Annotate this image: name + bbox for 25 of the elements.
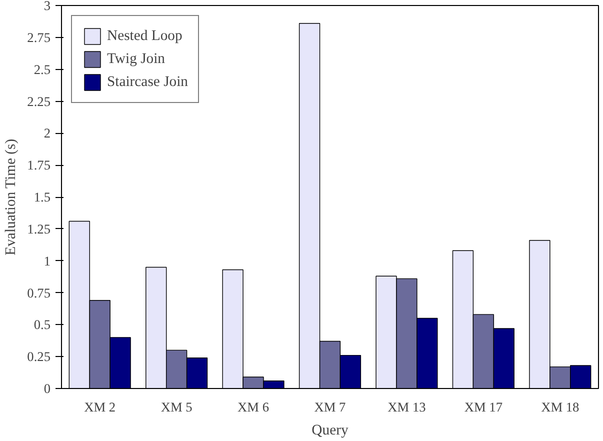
y-tick-label: 1 [44,253,51,268]
legend-label: Twig Join [107,50,166,68]
y-tick-label: 2 [44,126,51,141]
y-tick-label: 1.5 [34,190,51,204]
legend-label: Nested Loop [107,28,182,44]
y-axis-title: Evaluation Time (s) [3,138,20,256]
x-tick-label: XM 6 [238,400,270,414]
y-tick-label: 2.75 [27,30,51,45]
x-axis-title: Query [312,422,349,438]
y-tick-label: 0 [44,381,51,396]
y-tick-label: 0.5 [34,317,51,332]
y-tick-label: 0.75 [27,285,51,300]
x-tick-label: XM 5 [160,400,193,414]
y-tick-label: 3 [44,0,51,13]
y-tick-label: 2.25 [27,94,51,109]
x-tick-label: XM 2 [84,400,116,414]
y-tick-label: 0.25 [27,349,51,364]
x-tick-label: XM 7 [314,400,346,414]
y-tick-label: 1.25 [27,221,51,236]
x-tick-label: XM 13 [388,400,426,414]
y-tick-label: 2.5 [34,62,51,77]
x-tick-label: XM 18 [541,400,580,414]
y-tick-label: 1.75 [27,158,51,173]
x-tick-label: XM 17 [464,400,503,414]
legend-label: Staircase Join [107,74,188,90]
